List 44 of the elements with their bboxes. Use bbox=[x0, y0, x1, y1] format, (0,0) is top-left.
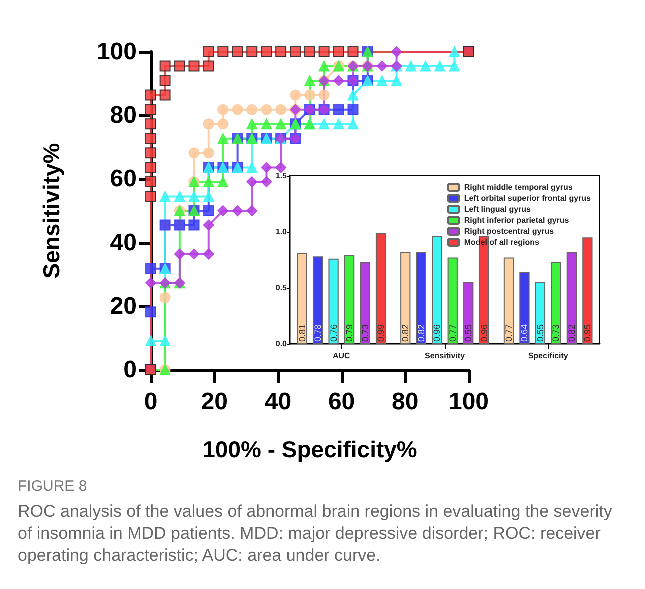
data-label: 0.55 bbox=[535, 324, 546, 342]
legend-label: Right postcentral gyrus bbox=[464, 227, 555, 236]
data-label: 0.77 bbox=[448, 324, 458, 342]
x-tick-label: Sensitivity bbox=[424, 352, 466, 360]
caption: FIGURE 8 bbox=[18, 478, 88, 495]
data-label: 0.76 bbox=[328, 324, 339, 342]
data-label: 0.73 bbox=[551, 324, 562, 342]
legend-label: Right middle temporal gyrus bbox=[464, 183, 574, 192]
data-label: 0.99 bbox=[376, 324, 386, 342]
x-tick-label: 20 bbox=[201, 388, 228, 416]
y-tick-label: 60 bbox=[110, 166, 137, 193]
y-tick-label: 0.0 bbox=[276, 340, 288, 348]
x-tick-label: AUC bbox=[332, 352, 351, 360]
text: ROC analysis of the values of abnormal brain regions in evaluating the severity of insomnia in MDD patients. MDD: major depressive disorder; ROC: receiver operating characteristic; AUC: area under curve. bbox=[18, 501, 614, 567]
data-label: 0.82 bbox=[566, 324, 577, 342]
data-label: 0.55 bbox=[464, 324, 474, 342]
x-tick-label: 0 bbox=[144, 388, 158, 416]
data-label: 0.73 bbox=[360, 324, 370, 342]
y-tick-label: 100 bbox=[96, 38, 137, 66]
data-label: 0.64 bbox=[520, 324, 530, 342]
y-axis-title: Sensitivity% bbox=[38, 143, 64, 279]
y-tick-label: 1.0 bbox=[276, 228, 288, 236]
data-label: 0.82 bbox=[400, 324, 411, 342]
x-axis-title: 100% - Specificity% bbox=[202, 436, 418, 462]
data-label: 0.79 bbox=[344, 324, 355, 342]
y-tick-label: 0.5 bbox=[276, 284, 288, 292]
y-tick-label: 40 bbox=[110, 229, 137, 256]
y-tick-label: 20 bbox=[110, 292, 137, 320]
data-label: 0.78 bbox=[313, 324, 324, 342]
x-tick-label: 100 bbox=[448, 388, 490, 416]
y-tick-label: 80 bbox=[110, 102, 137, 130]
legend-label: Right inferior parietal gyrus bbox=[464, 216, 570, 225]
legend-label: Left lingual gyrus bbox=[464, 205, 532, 214]
data-label: 0.82 bbox=[416, 324, 426, 342]
legend-label: Left orbital superior frontal gyrus bbox=[464, 194, 592, 203]
data-label: 0.77 bbox=[504, 324, 514, 342]
x-tick-label: 80 bbox=[392, 388, 419, 416]
x-tick-label: Specificity bbox=[528, 352, 569, 360]
data-label: 0.96 bbox=[432, 324, 442, 342]
data-label: 0.81 bbox=[297, 324, 308, 342]
data-label: 0.96 bbox=[479, 324, 490, 342]
x-tick-label: 60 bbox=[328, 388, 356, 416]
y-tick-label: 1.5 bbox=[276, 172, 288, 180]
data-label: 0.95 bbox=[582, 324, 593, 342]
